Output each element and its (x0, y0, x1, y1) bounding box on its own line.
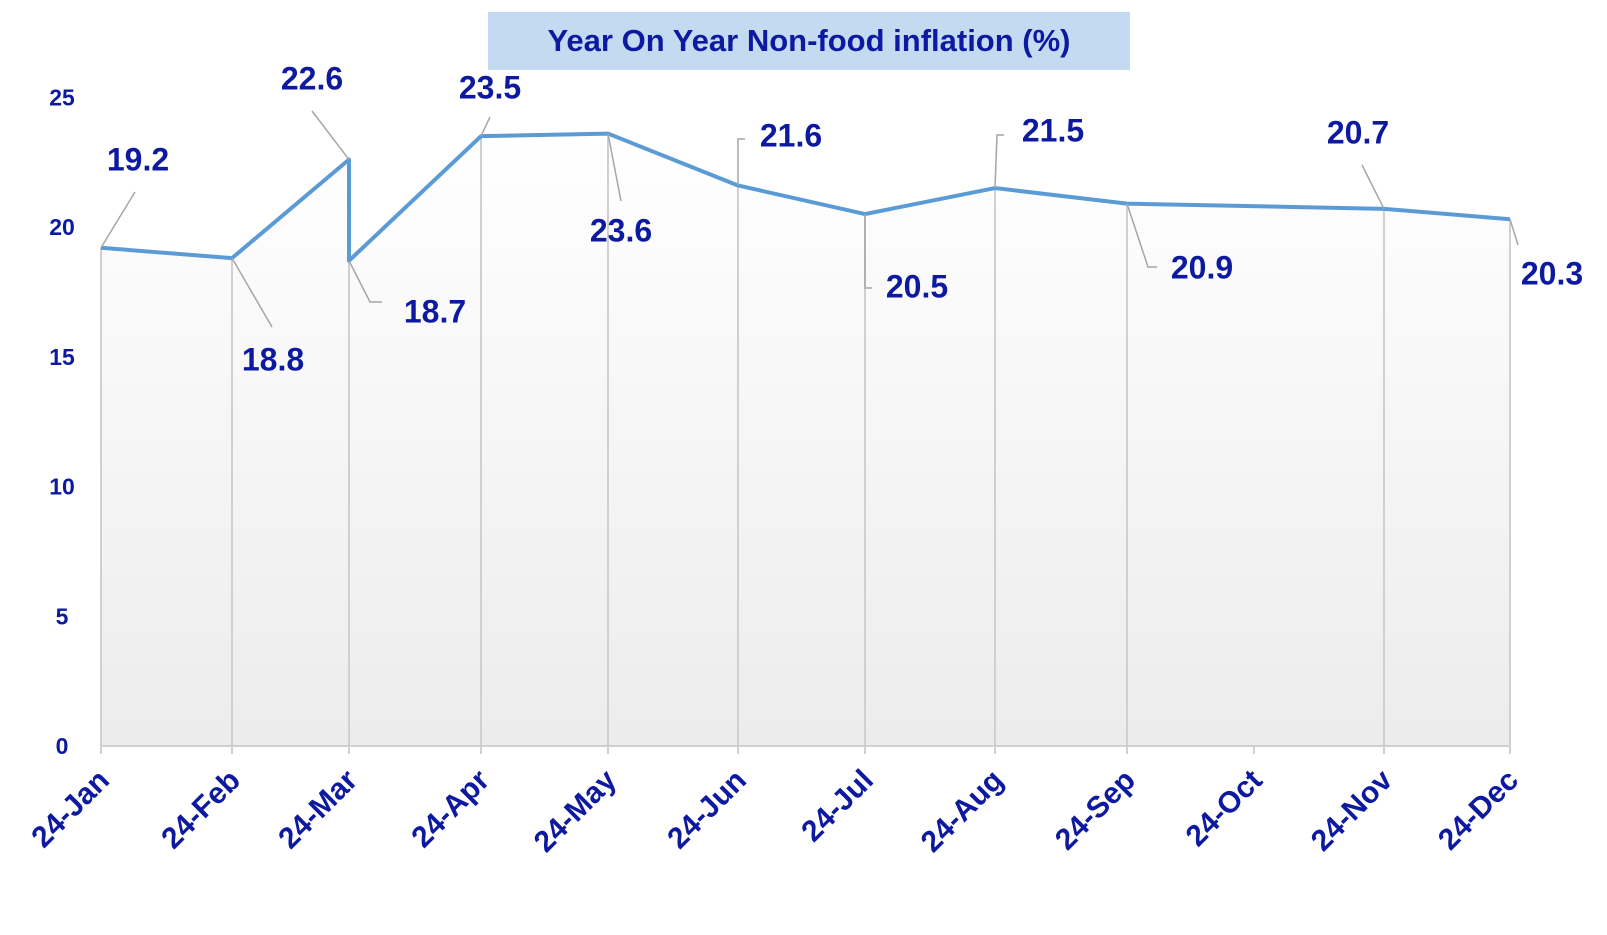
y-tick-label-2: 10 (49, 474, 75, 500)
data-label-5: 23.6 (590, 212, 652, 248)
x-tick-label-11: 24-Dec (1432, 764, 1525, 857)
data-label-11: 20.3 (1521, 255, 1583, 291)
x-tick-label-5: 24-Jun (661, 764, 753, 856)
data-label-4: 23.5 (459, 69, 521, 105)
leader-line-10 (1361, 164, 1385, 210)
x-tick-label-6: 24-Jul (795, 764, 880, 849)
leader-line-8 (994, 134, 1004, 189)
leader-line-4 (480, 116, 491, 137)
x-tick-label-0: 24-Jan (25, 764, 116, 855)
data-label-2: 22.6 (281, 60, 343, 96)
x-tick-label-2: 24-Mar (272, 763, 364, 855)
x-tick-label-10: 24-Nov (1305, 763, 1399, 857)
data-label-8: 21.5 (1022, 112, 1084, 148)
leader-line-1 (231, 257, 273, 328)
leader-line-5 (607, 133, 622, 202)
x-tick-label-4: 24-May (528, 763, 623, 858)
data-label-0: 19.2 (107, 141, 169, 177)
y-tick-label-4: 20 (49, 214, 75, 240)
chart-title: Year On Year Non-food inflation (%) (488, 12, 1130, 70)
data-label-6: 21.6 (760, 117, 822, 153)
series-line (100, 131, 1511, 263)
leader-line-0 (100, 191, 136, 249)
y-tick-label-5: 25 (49, 84, 75, 110)
leader-line-6 (737, 138, 745, 186)
x-tick-label-8: 24-Sep (1049, 764, 1142, 857)
data-label-1: 18.8 (242, 341, 304, 377)
leader-line-2 (311, 110, 350, 160)
x-tick-label-3: 24-Apr (405, 763, 496, 854)
leader-line-3 (348, 260, 382, 303)
x-tick-label-9: 24-Oct (1180, 764, 1269, 853)
data-label-7: 20.5 (886, 268, 948, 304)
data-label-9: 20.9 (1171, 249, 1233, 285)
data-label-10: 20.7 (1327, 114, 1389, 150)
leader-line-11 (1509, 218, 1519, 246)
x-tick-label-1: 24-Feb (155, 764, 247, 856)
y-tick-label-1: 5 (56, 603, 69, 629)
y-tick-label-3: 15 (49, 344, 75, 370)
leader-line-7 (864, 214, 872, 289)
data-label-3: 18.7 (404, 293, 466, 329)
x-tick-label-7: 24-Aug (915, 764, 1010, 859)
y-tick-label-0: 0 (56, 733, 69, 759)
leader-line-9 (1126, 203, 1157, 268)
area-fill (101, 133, 1510, 746)
